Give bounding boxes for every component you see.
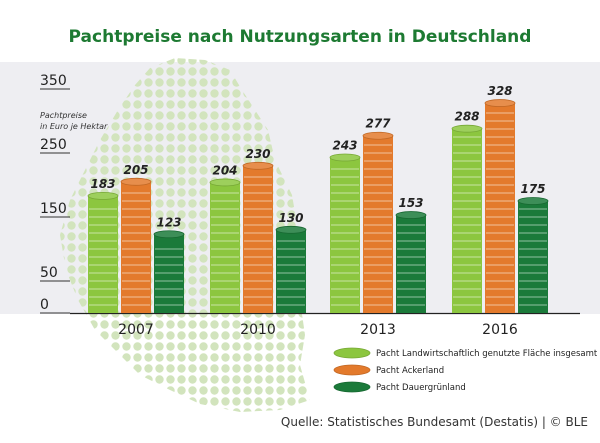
y-axis-ticks: 0 50 150 250 350 bbox=[40, 73, 70, 314]
bar-top bbox=[362, 131, 394, 140]
x-tick-label-2010: 2010 bbox=[240, 322, 276, 338]
y-axis-label-line-2: in Euro je Hektar bbox=[40, 122, 108, 131]
data-label-2010-series-3: 130 bbox=[278, 211, 303, 225]
legend-swatch-2 bbox=[333, 364, 371, 376]
bar-2007-series-1 bbox=[87, 191, 119, 313]
y-tick-label-150: 150 bbox=[40, 201, 67, 217]
bar-body bbox=[121, 181, 151, 313]
bar-top bbox=[87, 191, 119, 200]
x-tick-label-2007: 2007 bbox=[118, 322, 154, 338]
bar-body bbox=[485, 103, 515, 313]
bar-body bbox=[276, 229, 306, 313]
x-tick-label-2013: 2013 bbox=[360, 322, 396, 338]
bar-top bbox=[395, 211, 427, 219]
bar-series: 183 205 123 204 230 130 243 277 153 288 328 175 bbox=[87, 84, 549, 313]
bar-2007-series-3 bbox=[153, 230, 185, 313]
bar-2007-series-2 bbox=[120, 177, 152, 313]
bar-body bbox=[210, 182, 240, 313]
bar-2010-series-3 bbox=[275, 225, 307, 313]
y-axis-label-line-1: Pachtpreise bbox=[40, 111, 87, 120]
y-tick-label-0: 0 bbox=[40, 297, 49, 313]
data-label-2013-series-2: 277 bbox=[365, 117, 391, 131]
data-label-2013-series-1: 243 bbox=[332, 138, 357, 152]
bar-body bbox=[88, 195, 118, 313]
source-note: Quelle: Statistisches Bundesamt (Destati… bbox=[281, 415, 588, 429]
bar-top bbox=[209, 178, 241, 187]
data-label-2007-series-2: 205 bbox=[123, 163, 148, 177]
data-label-2016-series-1: 288 bbox=[454, 110, 479, 124]
chart-title: Pachtpreise nach Nutzungsarten in Deutsc… bbox=[69, 27, 532, 47]
data-label-2007-series-3: 123 bbox=[156, 215, 181, 229]
data-label-2016-series-2: 328 bbox=[487, 84, 512, 98]
bar-body bbox=[330, 157, 360, 313]
data-label-2010-series-1: 204 bbox=[212, 163, 237, 177]
data-label-2016-series-3: 175 bbox=[520, 182, 545, 196]
y-tick-label-350: 350 bbox=[40, 73, 67, 89]
bar-body bbox=[452, 128, 482, 313]
bar-top bbox=[451, 124, 483, 133]
bar-top bbox=[153, 230, 185, 239]
bar-2016-series-2 bbox=[484, 99, 516, 313]
bar-2016-series-3 bbox=[517, 197, 549, 313]
legend-label-3: Pacht Dauergrünland bbox=[376, 383, 466, 393]
bar-2013-series-1 bbox=[329, 153, 361, 313]
bar-top bbox=[329, 153, 361, 162]
bar-top bbox=[517, 197, 549, 205]
x-axis-ticks: 2007 2010 2013 2016 bbox=[118, 322, 518, 338]
bar-top bbox=[120, 177, 152, 186]
bar-2010-series-1 bbox=[209, 178, 241, 313]
data-label-2013-series-3: 153 bbox=[398, 196, 423, 210]
bar-2010-series-2 bbox=[242, 161, 274, 313]
bar-2013-series-2 bbox=[362, 131, 394, 313]
bar-top bbox=[275, 225, 307, 234]
x-tick-label-2016: 2016 bbox=[482, 322, 518, 338]
data-label-2010-series-2: 230 bbox=[245, 147, 270, 161]
legend-label-2: Pacht Ackerland bbox=[376, 366, 444, 376]
bar-top bbox=[242, 161, 274, 170]
legend: Pacht Landwirtschaftlich genutzte Fläche… bbox=[333, 347, 598, 393]
legend-swatch-3 bbox=[333, 381, 371, 393]
bar-body bbox=[243, 165, 273, 313]
y-axis-label: Pachtpreise in Euro je Hektar bbox=[40, 111, 108, 131]
bar-body bbox=[396, 215, 426, 313]
bar-top bbox=[484, 99, 516, 107]
data-label-2007-series-1: 183 bbox=[90, 177, 115, 191]
bar-2013-series-3 bbox=[395, 211, 427, 313]
legend-swatch-1 bbox=[333, 347, 371, 359]
y-tick-label-250: 250 bbox=[40, 137, 67, 153]
bar-2016-series-1 bbox=[451, 124, 483, 313]
y-tick-label-50: 50 bbox=[40, 265, 58, 281]
legend-label-1: Pacht Landwirtschaftlich genutzte Fläche… bbox=[376, 349, 598, 359]
